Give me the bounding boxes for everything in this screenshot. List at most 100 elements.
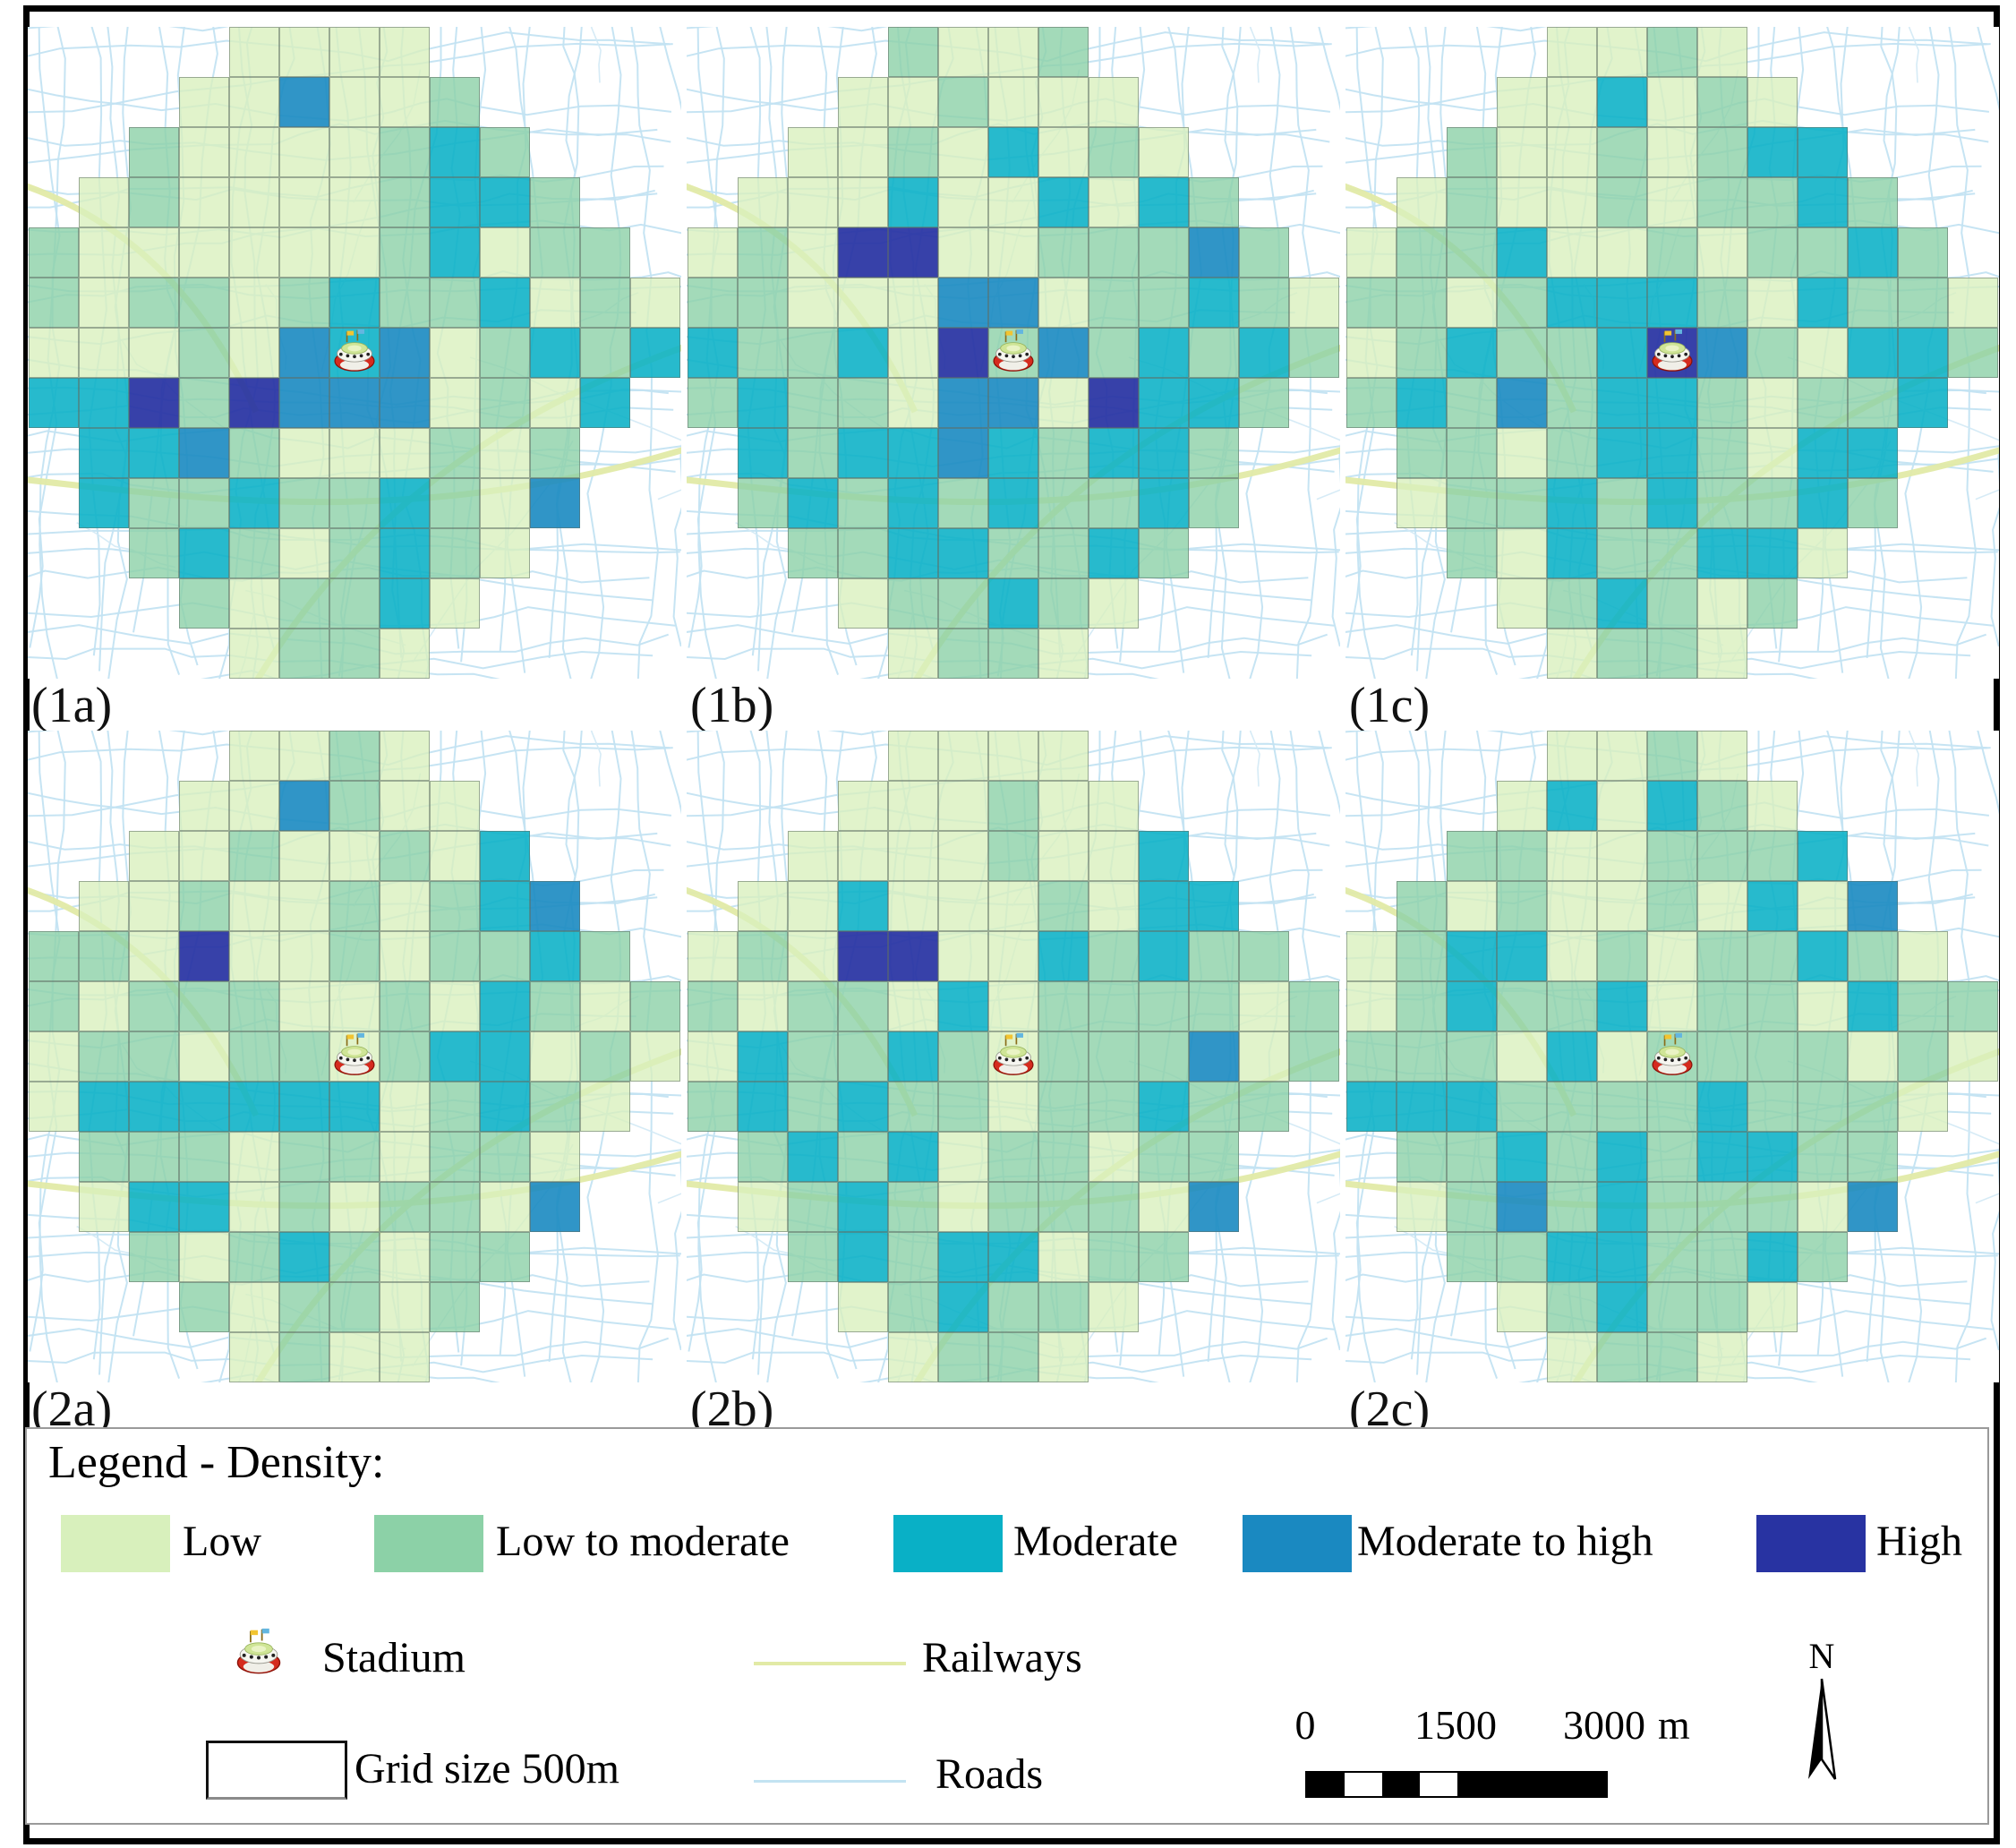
grid-cell (380, 1332, 430, 1382)
panel-wrap-1a: (1a) (28, 27, 681, 731)
grid-cell (1497, 77, 1547, 127)
grid-cell (1189, 177, 1239, 227)
grid-cell (79, 378, 129, 428)
grid-cell (79, 1182, 129, 1232)
grid-cell (1798, 127, 1848, 177)
high-label: High (1876, 1518, 1962, 1565)
grid-cell (430, 1282, 480, 1332)
grid-cell (788, 478, 838, 528)
grid-cell (1089, 781, 1139, 831)
grid-cell (229, 278, 279, 328)
grid-cell (1189, 278, 1239, 328)
grid-cell (1038, 781, 1089, 831)
grid-cell (988, 881, 1038, 931)
grid-cell (430, 1031, 480, 1082)
grid-cell (1798, 881, 1848, 931)
grid-cell (1547, 731, 1597, 781)
grid-cell (1798, 428, 1848, 478)
grid-cell (1397, 1031, 1447, 1082)
grid-cell (29, 328, 79, 378)
grid-cell (380, 528, 430, 578)
grid-cell (530, 328, 580, 378)
grid-cell (129, 931, 179, 981)
grid-cell (788, 378, 838, 428)
grid-cell (179, 1232, 229, 1282)
grid-cell (938, 177, 988, 227)
grid-cell (279, 428, 329, 478)
grid-cell (1038, 1082, 1089, 1132)
grid-cell (430, 428, 480, 478)
grid-cell (1447, 831, 1497, 881)
grid-cell (788, 931, 838, 981)
grid-cell (1697, 629, 1747, 679)
grid-cell (1038, 1232, 1089, 1282)
grid-cell (1697, 1332, 1747, 1382)
grid-cell (1647, 428, 1697, 478)
grid-cell (480, 1132, 530, 1182)
grid-cell (1597, 428, 1647, 478)
density-grid (1346, 731, 1998, 1382)
grid-cell (380, 1282, 430, 1332)
grid-cell (279, 931, 329, 981)
grid-cell (1597, 1031, 1647, 1082)
grid-cell (1239, 378, 1289, 428)
grid-cell (938, 1182, 988, 1232)
high-swatch (1756, 1515, 1866, 1572)
grid-cell (788, 831, 838, 881)
grid-cell (580, 328, 630, 378)
grid-cell (1647, 731, 1697, 781)
grid-cell (229, 328, 279, 378)
stadium-icon-art (993, 1032, 1034, 1075)
grid-cell (430, 77, 480, 127)
legend-box: Legend - Density: Low Low to moderate Mo… (25, 1427, 1989, 1825)
grid-cell (1089, 981, 1139, 1031)
grid-cell (530, 478, 580, 528)
map-panel-1a (28, 27, 681, 679)
grid-cell (738, 1031, 788, 1082)
grid-cell (129, 1082, 179, 1132)
grid-cell (1139, 528, 1189, 578)
grid-cell (1547, 1282, 1597, 1332)
grid-cell (1597, 278, 1647, 328)
grid-cell (1697, 528, 1747, 578)
grid-cell (279, 27, 329, 77)
grid-cell (1497, 1031, 1547, 1082)
map-panel-1b (687, 27, 1340, 679)
grid-cell (1597, 1282, 1647, 1332)
grid-cell (1139, 1132, 1189, 1182)
grid-cell (888, 378, 938, 428)
grid-cell (688, 328, 738, 378)
grid-cell (1239, 1082, 1289, 1132)
railways-label: Railways (922, 1634, 1082, 1681)
grid-cell (1289, 981, 1339, 1031)
grid-cell (1647, 629, 1697, 679)
grid-cell (630, 981, 680, 1031)
grid-cell (1798, 328, 1848, 378)
grid-cell (380, 881, 430, 931)
grid-cell (688, 378, 738, 428)
grid-cell (1547, 1332, 1597, 1382)
grid-cell (738, 1182, 788, 1232)
grid-cell (1747, 1132, 1798, 1182)
grid-cell (888, 528, 938, 578)
grid-cell (1597, 177, 1647, 227)
grid-cell (938, 227, 988, 278)
grid-cell (1447, 227, 1497, 278)
grid-cell (1139, 931, 1189, 981)
low-swatch (61, 1515, 170, 1572)
grid-cell (1898, 378, 1948, 428)
grid-cell (1397, 177, 1447, 227)
grid-cell (380, 731, 430, 781)
grid-cell (1497, 831, 1547, 881)
grid-cell (480, 227, 530, 278)
grid-cell (1547, 1182, 1597, 1232)
grid-cell (1647, 831, 1697, 881)
grid-cell (1038, 227, 1089, 278)
grid-cell (179, 781, 229, 831)
grid-cell (938, 27, 988, 77)
grid-cell (988, 931, 1038, 981)
grid-cell (1597, 578, 1647, 629)
grid-cell (1447, 478, 1497, 528)
grid-cell (1547, 428, 1597, 478)
grid-cell (1397, 1132, 1447, 1182)
